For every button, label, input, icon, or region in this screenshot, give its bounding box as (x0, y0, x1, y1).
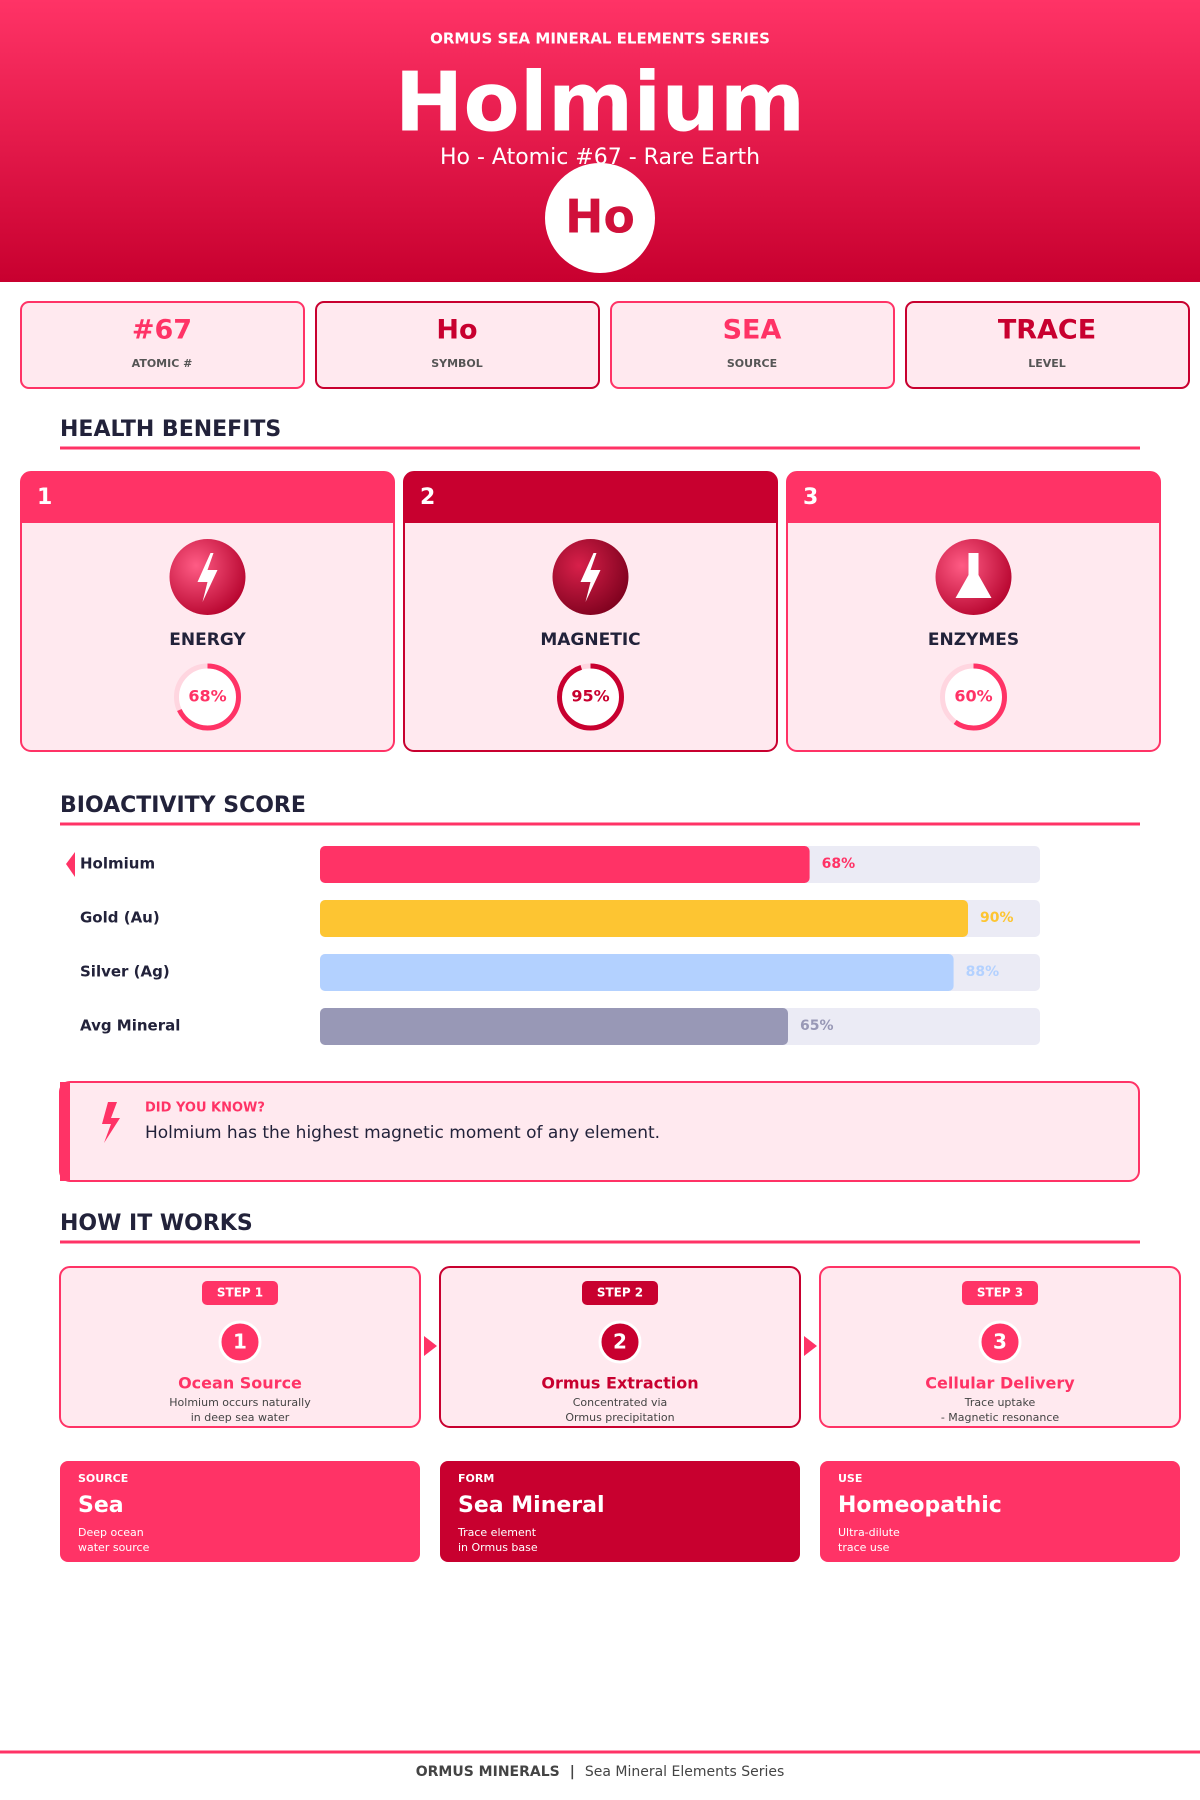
stat-card (315, 301, 600, 389)
info-value: Sea Mineral (458, 1493, 605, 1518)
step-line: Ormus precipitation (565, 1411, 674, 1424)
stat-card (610, 301, 895, 389)
footer-separator: | (570, 1764, 575, 1780)
step-line: Holmium occurs naturally (169, 1396, 311, 1409)
series-label: ORMUS SEA MINERAL ELEMENTS SERIES (430, 30, 770, 48)
flask-icon (955, 553, 992, 598)
step-line: - Magnetic resonance (941, 1411, 1060, 1424)
info-line: Deep ocean (78, 1526, 144, 1539)
fact-icon (102, 1102, 120, 1143)
benefit-header (21, 472, 394, 523)
benefit-number: 3 (803, 485, 818, 510)
stat-label: SYMBOL (431, 357, 483, 370)
step-number: 1 (233, 1330, 247, 1354)
step-line: Trace uptake (964, 1396, 1036, 1409)
bar-value-label: 90% (980, 910, 1014, 926)
bar (320, 846, 810, 883)
benefit-name: ENZYMES (928, 630, 1019, 650)
info-label: USE (838, 1472, 862, 1485)
title: Holmium (395, 55, 805, 150)
ring-arc (940, 663, 1007, 731)
benefit-number: 2 (420, 485, 435, 510)
info-line: water source (78, 1541, 150, 1554)
step-number: 2 (613, 1330, 627, 1354)
bar-category: Avg Mineral (80, 1017, 180, 1035)
bar (320, 900, 968, 937)
info-line: Ultra-dilute (838, 1526, 900, 1539)
stat-label: LEVEL (1028, 357, 1066, 370)
info-card (820, 1461, 1180, 1562)
stat-value: TRACE (998, 315, 1096, 346)
ring-label: 95% (571, 687, 609, 706)
section-title: BIOACTIVITY SCORE (60, 793, 306, 818)
ring-arc (557, 663, 624, 731)
step-title: Cellular Delivery (925, 1374, 1075, 1393)
stat-card (20, 301, 305, 389)
stat-value: #67 (132, 315, 192, 346)
highlight-marker (66, 852, 75, 877)
step-arrow (804, 1336, 817, 1356)
step-badge (962, 1281, 1038, 1305)
info-value: Sea (78, 1493, 124, 1518)
info-card (440, 1461, 800, 1562)
step-badge-text: STEP 1 (217, 1286, 263, 1300)
step-badge (202, 1281, 278, 1305)
fact-text: Holmium has the highest magnetic moment … (145, 1123, 660, 1143)
section-title: HEALTH BENEFITS (60, 417, 281, 442)
benefit-name: MAGNETIC (540, 630, 640, 650)
footer-brand: ORMUS MINERALS (416, 1764, 560, 1780)
footer-series: Sea Mineral Elements Series (585, 1764, 784, 1780)
ring-label: 68% (188, 687, 226, 706)
step-circle (598, 1320, 642, 1364)
stat-label: ATOMIC # (132, 357, 193, 370)
step-title: Ocean Source (178, 1374, 302, 1393)
symbol-circle (545, 163, 655, 273)
info-line: trace use (838, 1541, 890, 1554)
stat-value: Ho (436, 315, 477, 346)
info-line: in Ormus base (458, 1541, 538, 1554)
bar-category: Holmium (80, 855, 155, 873)
benefit-name: ENERGY (169, 630, 246, 650)
step-circle (218, 1320, 262, 1364)
info-line: Trace element (457, 1526, 537, 1539)
step-badge-text: STEP 3 (977, 1286, 1023, 1300)
symbol: Ho (565, 190, 635, 244)
ring-label: 60% (954, 687, 992, 706)
bolt-icon (197, 553, 218, 602)
stat-card (905, 301, 1190, 389)
bar-value-label: 65% (800, 1018, 834, 1034)
info-card (60, 1461, 420, 1562)
bar-value-label: 88% (966, 964, 1000, 980)
benefit-header (404, 472, 777, 523)
step-line: Concentrated via (573, 1396, 668, 1409)
step-arrow (424, 1336, 437, 1356)
footer-text: ORMUS MINERALS | Sea Mineral Elements Seri… (416, 1764, 785, 1780)
section-title: HOW IT WORKS (60, 1211, 253, 1236)
info-value: Homeopathic (838, 1493, 1002, 1518)
info-label: SOURCE (78, 1472, 128, 1485)
step-circle (978, 1320, 1022, 1364)
info-label: FORM (458, 1472, 494, 1485)
stat-value: SEA (723, 315, 782, 346)
bar-category: Gold (Au) (80, 909, 160, 927)
bar-category: Silver (Ag) (80, 963, 170, 981)
subtitle: Ho - Atomic #67 - Rare Earth (440, 145, 760, 170)
step-line: in deep sea water (191, 1411, 290, 1424)
step-badge (582, 1281, 658, 1305)
fact-accent (60, 1082, 70, 1181)
fact-title: DID YOU KNOW? (145, 1101, 265, 1116)
step-title: Ormus Extraction (541, 1374, 698, 1393)
benefit-header (787, 472, 1160, 523)
step-badge-text: STEP 2 (597, 1286, 643, 1300)
step-number: 3 (993, 1330, 1007, 1354)
bar (320, 954, 954, 991)
ring-arc (174, 663, 241, 731)
bar (320, 1008, 788, 1045)
bar-value-label: 68% (822, 856, 856, 872)
benefit-number: 1 (37, 485, 52, 510)
bolt-icon (580, 553, 601, 602)
stat-label: SOURCE (727, 357, 777, 370)
